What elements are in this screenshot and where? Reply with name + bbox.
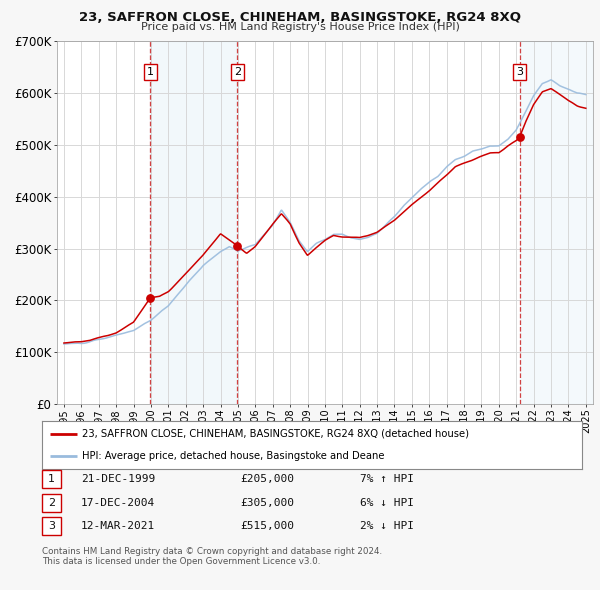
Text: 2% ↓ HPI: 2% ↓ HPI	[360, 522, 414, 531]
Text: 17-DEC-2004: 17-DEC-2004	[81, 498, 155, 507]
Bar	[151, 41, 238, 404]
Point	[515, 133, 524, 142]
Text: 1: 1	[48, 474, 55, 484]
Text: 21-DEC-1999: 21-DEC-1999	[81, 474, 155, 484]
Text: Contains HM Land Registry data © Crown copyright and database right 2024.: Contains HM Land Registry data © Crown c…	[42, 548, 382, 556]
Text: Price paid vs. HM Land Registry's House Price Index (HPI): Price paid vs. HM Land Registry's House …	[140, 22, 460, 32]
Text: 7% ↑ HPI: 7% ↑ HPI	[360, 474, 414, 484]
Text: 2: 2	[48, 498, 55, 507]
Text: £515,000: £515,000	[240, 522, 294, 531]
Text: 3: 3	[516, 67, 523, 77]
Text: HPI: Average price, detached house, Basingstoke and Deane: HPI: Average price, detached house, Basi…	[83, 451, 385, 461]
Text: 23, SAFFRON CLOSE, CHINEHAM, BASINGSTOKE, RG24 8XQ: 23, SAFFRON CLOSE, CHINEHAM, BASINGSTOKE…	[79, 11, 521, 24]
Bar	[520, 41, 593, 404]
Text: 2: 2	[234, 67, 241, 77]
Text: 12-MAR-2021: 12-MAR-2021	[81, 522, 155, 531]
Point	[146, 293, 155, 303]
Text: £205,000: £205,000	[240, 474, 294, 484]
Text: 23, SAFFRON CLOSE, CHINEHAM, BASINGSTOKE, RG24 8XQ (detached house): 23, SAFFRON CLOSE, CHINEHAM, BASINGSTOKE…	[83, 429, 470, 439]
Text: 1: 1	[147, 67, 154, 77]
Text: 6% ↓ HPI: 6% ↓ HPI	[360, 498, 414, 507]
Point	[233, 241, 242, 251]
Text: 3: 3	[48, 522, 55, 531]
Text: This data is licensed under the Open Government Licence v3.0.: This data is licensed under the Open Gov…	[42, 558, 320, 566]
Text: £305,000: £305,000	[240, 498, 294, 507]
